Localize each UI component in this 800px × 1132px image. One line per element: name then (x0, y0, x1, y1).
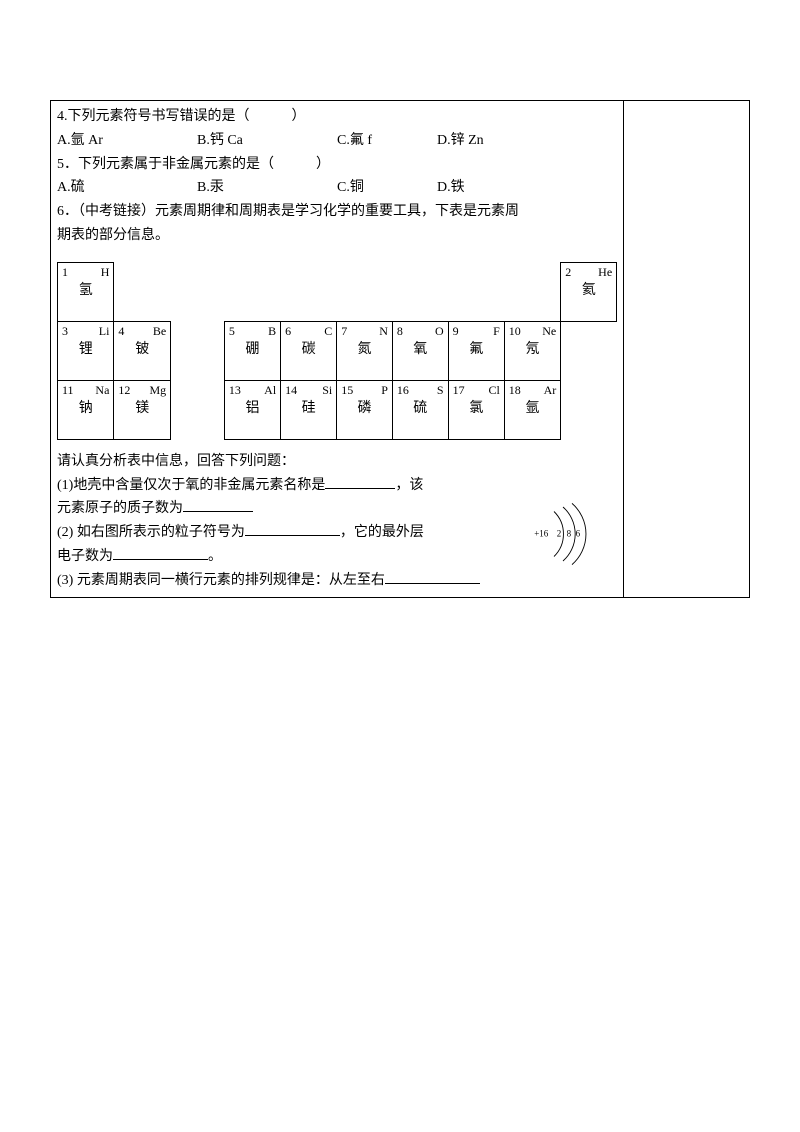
blank-proton-number[interactable] (183, 497, 253, 512)
element-cell: 10Ne氖 (504, 321, 560, 380)
element-cell: 13Al铝 (224, 380, 280, 439)
q6-analyze: 请认真分析表中信息，回答下列问题： (57, 450, 617, 474)
q4-opt-c: C.氟 f (337, 129, 437, 153)
q6-stem-line1: 6．（中考链接）元素周期律和周期表是学习化学的重要工具，下表是元素周 (57, 200, 617, 224)
q6-stem-line2: 期表的部分信息。 (57, 224, 617, 248)
q6-p3-line: (3) 元素周期表同一横行元素的排列规律是：从左至右 (57, 569, 521, 593)
element-cell: 15P磷 (337, 380, 393, 439)
q5-opt-a: A.硫 (57, 176, 197, 200)
q4-opt-d: D.锌 Zn (437, 129, 537, 153)
element-cell: 17Cl氯 (448, 380, 504, 439)
q6-p2d: 。 (208, 549, 222, 564)
q6-p2b: ，它的最外层 (340, 525, 424, 540)
main-column: 4.下列元素符号书写错误的是（ ） A.氩 Ar B.钙 Ca C.氟 f D.… (51, 101, 624, 598)
atom-shell1: 2 (557, 528, 562, 538)
q5-opt-b: B.汞 (197, 176, 337, 200)
q4-opt-a: A.氩 Ar (57, 129, 197, 153)
q4-options: A.氩 Ar B.钙 Ca C.氟 f D.锌 Zn (57, 129, 617, 153)
q6-p1a: (1)地壳中含量仅次于氧的非金属元素名称是 (57, 478, 325, 493)
element-cell: 11Na钠 (58, 380, 114, 439)
q6-p2-line2: 电子数为 。 (57, 545, 521, 569)
element-cell: 6C碳 (281, 321, 337, 380)
q6-p2a: (2) 如右图所表示的粒子符号为 (57, 525, 245, 540)
periodic-table: 1H氢 2He氦 3Li锂4Be铍 5B硼6C碳7N氮8O氧9F氟10Ne氖 11Na钠… (57, 262, 617, 440)
q6-p1-line2: 元素原子的质子数为 (57, 497, 521, 521)
blank-particle-symbol[interactable] (245, 521, 340, 536)
blank-element-name[interactable] (325, 474, 395, 489)
q6-p2-line1: (2) 如右图所表示的粒子符号为 ，它的最外层 (57, 521, 521, 545)
element-cell: 2He氦 (561, 262, 617, 321)
element-cell: 1H氢 (58, 262, 114, 321)
element-cell: 4Be铍 (114, 321, 171, 380)
q5-options: A.硫 B.汞 C.铜 D.铁 (57, 176, 617, 200)
worksheet-table: 4.下列元素符号书写错误的是（ ） A.氩 Ar B.钙 Ca C.氟 f D.… (50, 100, 750, 598)
element-cell: 9F氟 (448, 321, 504, 380)
atom-diagram: +16 2 8 6 (527, 498, 617, 575)
atom-shell2: 8 (567, 528, 572, 538)
element-cell: 7N氮 (337, 321, 393, 380)
q6-p1b: ，该 (395, 478, 423, 493)
atom-shell3: 6 (576, 528, 581, 538)
q5-opt-d: D.铁 (437, 176, 537, 200)
element-cell: 18Ar氩 (504, 380, 560, 439)
side-column (624, 101, 750, 598)
q6-p3a: (3) 元素周期表同一横行元素的排列规律是：从左至右 (57, 573, 385, 588)
element-cell: 8O氧 (392, 321, 448, 380)
element-cell: 3Li锂 (58, 321, 114, 380)
blank-periodic-rule[interactable] (385, 569, 480, 584)
q4-opt-b: B.钙 Ca (197, 129, 337, 153)
q6-p1-line1: (1)地壳中含量仅次于氧的非金属元素名称是 ，该 (57, 474, 521, 498)
element-cell: 12Mg镁 (114, 380, 171, 439)
q5-stem: 5．下列元素属于非金属元素的是（ ） (57, 153, 617, 177)
element-cell: 14Si硅 (281, 380, 337, 439)
q4-stem: 4.下列元素符号书写错误的是（ ） (57, 105, 617, 129)
q6-p2c: 电子数为 (57, 549, 113, 564)
atom-core: +16 (534, 528, 549, 538)
element-cell: 5B硼 (224, 321, 280, 380)
q6-p1c: 元素原子的质子数为 (57, 501, 183, 516)
element-cell: 16S硫 (392, 380, 448, 439)
q5-opt-c: C.铜 (337, 176, 437, 200)
blank-electron-count[interactable] (113, 545, 208, 560)
